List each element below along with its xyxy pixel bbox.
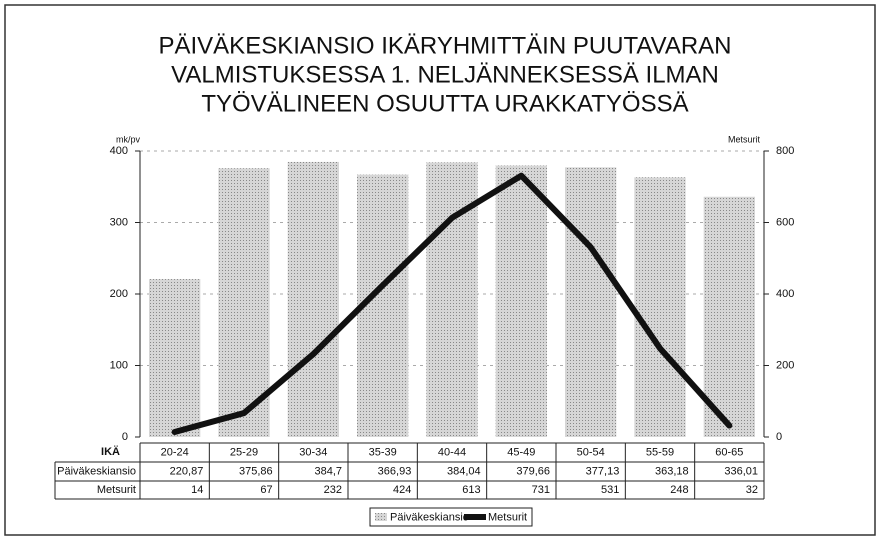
y2-tick-label: 400	[776, 288, 794, 300]
x-tick-label: 30-34	[299, 446, 327, 458]
table-cell: 32	[746, 484, 758, 496]
bar	[495, 165, 547, 438]
legend-swatch	[375, 513, 387, 521]
y-tick-label: 200	[110, 288, 128, 300]
table-cell: 67	[260, 484, 272, 496]
table-cell: 531	[601, 484, 619, 496]
legend-swatch	[464, 514, 486, 520]
table-cell: 384,04	[447, 465, 481, 477]
x-tick-label: 50-54	[577, 446, 605, 458]
legend-label: Päiväkeskiansio	[390, 511, 469, 523]
x-tick-label: 35-39	[369, 446, 397, 458]
chart-title: PÄIVÄKESKIANSIO IKÄRYHMITTÄIN PUUTAVARAN	[158, 32, 731, 59]
table-cell: 220,87	[170, 465, 204, 477]
bar	[287, 161, 339, 437]
bar	[565, 167, 617, 437]
bar	[634, 177, 686, 437]
table-cell: 384,7	[314, 465, 342, 477]
table-cell: 232	[324, 484, 342, 496]
y2-tick-label: 0	[776, 431, 782, 443]
y2-tick-label: 600	[776, 216, 794, 228]
table-cell: 375,86	[239, 465, 273, 477]
y2-tick-label: 800	[776, 145, 794, 157]
table-row-label: Päiväkeskiansio	[57, 465, 136, 477]
y-tick-label: 0	[122, 431, 128, 443]
y-axis-label: mk/pv	[116, 134, 141, 144]
chart-title: VALMISTUKSESSA 1. NELJÄNNEKSESSÄ ILMAN	[171, 61, 719, 88]
table-cell: 424	[393, 484, 411, 496]
y-tick-label: 400	[110, 145, 128, 157]
x-tick-label: 55-59	[646, 446, 674, 458]
y2-tick-label: 200	[776, 359, 794, 371]
bar	[703, 196, 755, 437]
table-cell: 379,66	[516, 465, 550, 477]
bar	[218, 168, 270, 437]
table-row-label: Metsurit	[97, 484, 136, 496]
y-tick-label: 300	[110, 216, 128, 228]
y-tick-label: 100	[110, 359, 128, 371]
table-cell: 363,18	[655, 465, 689, 477]
legend-box	[369, 507, 533, 527]
x-tick-label: 40-44	[438, 446, 466, 458]
table-cell: 377,13	[586, 465, 620, 477]
table-cell: 731	[532, 484, 550, 496]
line	[171, 172, 733, 435]
chart-title: TYÖVÄLINEEN OSUUTTA URAKKATYÖSSÄ	[201, 90, 688, 117]
table-cell: 613	[462, 484, 480, 496]
x-tick-label: 20-24	[161, 446, 189, 458]
x-tick-label: 25-29	[230, 446, 258, 458]
table-cell: 366,93	[378, 465, 412, 477]
table-header: IKÄ	[101, 445, 120, 458]
table-cell: 336,01	[724, 465, 758, 477]
legend-label: Metsurit	[488, 511, 527, 523]
table-cell: 248	[670, 484, 688, 496]
x-tick-label: 60-65	[715, 446, 743, 458]
table-cell: 14	[191, 484, 203, 496]
x-tick-label: 45-49	[507, 446, 535, 458]
bar	[149, 279, 201, 437]
y2-axis-label: Metsurit	[728, 134, 761, 144]
frame	[4, 4, 876, 536]
